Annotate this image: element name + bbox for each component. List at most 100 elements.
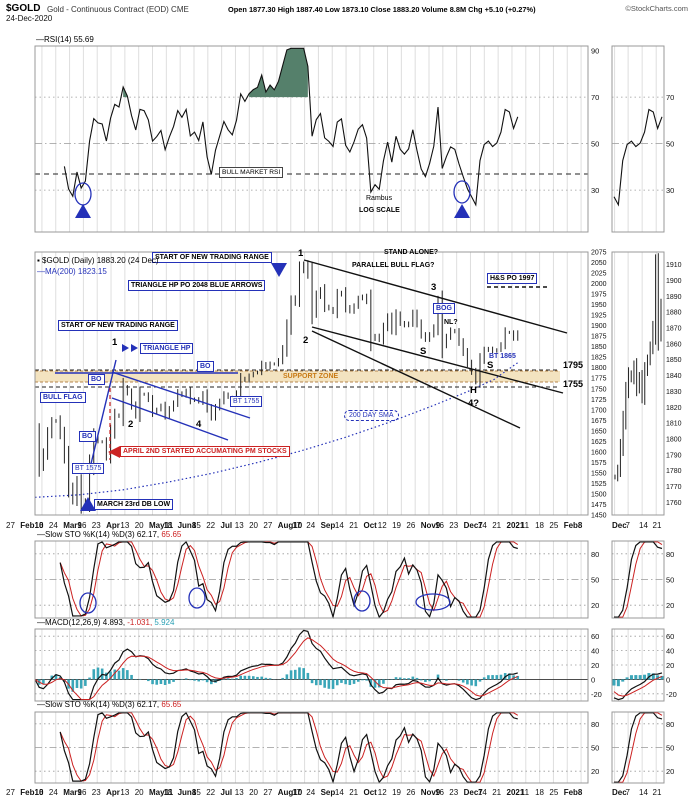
panel-legend: —Slow STO %K(14) %D(3) 62.17, 65.65 [37, 530, 182, 539]
axis-label: 16 [435, 788, 444, 797]
annotation-label: 4? [468, 398, 480, 409]
axis-label: 1850 [666, 357, 682, 364]
annotation-label: H [470, 385, 477, 396]
panel-legend: —Slow STO %K(14) %D(3) 62.17, 65.65 [37, 700, 182, 709]
axis-label: 1830 [666, 389, 682, 396]
axis-label: 18 [163, 788, 172, 797]
axis-label: 24 [49, 788, 58, 797]
axis-label: 20 [666, 767, 674, 776]
axis-label: 23 [449, 521, 458, 530]
axis-label: 1450 [591, 513, 607, 520]
annotation-arrow [271, 263, 287, 277]
axis-label: 1760 [666, 500, 682, 507]
axis-label: 1750 [591, 386, 607, 393]
axis-label: 21 [492, 788, 501, 797]
annotation-shape [311, 330, 521, 429]
annotation-label: 3 [431, 282, 437, 293]
axis-label: 22 [206, 788, 215, 797]
annotation-arrow [131, 344, 138, 352]
axis-label: 1890 [666, 294, 682, 301]
axis-label: 20 [249, 521, 258, 530]
axis-label: 11 [521, 521, 530, 530]
annotation-circle [79, 592, 97, 614]
axis-label: 17 [292, 521, 301, 530]
axis-label: 18 [535, 788, 544, 797]
annotation-label: 200 DAY SMA [344, 410, 399, 421]
annotation-circle [453, 180, 471, 204]
axis-label: 1800 [666, 436, 682, 443]
axis-label: Sep [321, 788, 336, 797]
axis-label: 13 [120, 788, 129, 797]
annotation-label: 2 [128, 419, 134, 430]
panel-border [34, 711, 589, 784]
axis-label: 1600 [591, 449, 607, 456]
axis-label: 20 [135, 521, 144, 530]
axis-label: 0 [591, 675, 595, 684]
axis-label: 60 [591, 632, 599, 641]
axis-label: 2021 [507, 788, 525, 797]
axis-label: Dec [612, 521, 627, 530]
axis-label: 1800 [591, 365, 607, 372]
axis-label: 13 [235, 788, 244, 797]
annotation-shape [311, 326, 564, 394]
axis-label: 1625 [591, 439, 607, 446]
axis-label: 80 [591, 550, 599, 559]
axis-label: 23 [92, 788, 101, 797]
axis-label: 18 [535, 521, 544, 530]
rsi-overbought-fill [249, 48, 308, 98]
annotation-label: Rambus [366, 195, 393, 202]
axis-label: 80 [666, 550, 674, 559]
sto-inset-k [614, 712, 663, 783]
copyright: ©StockCharts.com [625, 4, 688, 13]
axis-label: 50 [591, 140, 599, 149]
axis-label: Dec7 [464, 521, 484, 530]
annotation-label: S [420, 346, 427, 357]
annotation-label: 2 [303, 335, 309, 346]
axis-label: Oct [364, 788, 378, 797]
axis-label: 2000 [591, 281, 607, 288]
annotation-label: TRIANGLE HP [140, 343, 194, 354]
axis-label: 25 [549, 521, 558, 530]
inset-border [611, 628, 665, 702]
annotation-arrow [75, 204, 91, 218]
sto-k-line [59, 540, 518, 620]
axis-label: 50 [666, 576, 674, 585]
support-zone-band [35, 371, 560, 382]
annotation-circle [353, 590, 371, 612]
axis-label: 26 [406, 521, 415, 530]
axis-label: 27 [6, 788, 15, 797]
axis-label: 0 [666, 675, 670, 684]
annotation-label: BULL FLAG [40, 392, 86, 403]
axis-label: 1675 [591, 418, 607, 425]
axis-label: Feb8 [564, 521, 583, 530]
axis-label: 1900 [666, 278, 682, 285]
axis-label: Mar9 [63, 788, 82, 797]
axis-label: 1950 [591, 302, 607, 309]
axis-label: 2025 [591, 271, 607, 278]
axis-label: 1650 [591, 428, 607, 435]
inset-border [611, 540, 665, 619]
axis-label: Aug10 [278, 788, 303, 797]
axis-label: 16 [435, 521, 444, 530]
axis-label: 27 [263, 788, 272, 797]
axis-label: 24 [306, 788, 315, 797]
axis-label: 1780 [666, 468, 682, 475]
axis-label: 24 [49, 521, 58, 530]
annotation-arrow [454, 204, 470, 218]
panel-legend: —RSI(14) 55.69 [36, 35, 94, 44]
axis-label: 18 [35, 521, 44, 530]
axis-label: 1925 [591, 313, 607, 320]
panel-legend: —MA(200) 1823.15 [37, 267, 107, 276]
axis-label: 1875 [591, 334, 607, 341]
axis-label: 20 [591, 601, 599, 610]
axis-label: 2021 [507, 521, 525, 530]
axis-label: -20 [666, 690, 677, 699]
axis-label: 20 [666, 661, 674, 670]
axis-label: 1975 [591, 292, 607, 299]
axis-label: 20 [666, 601, 674, 610]
ma200-line [34, 362, 519, 498]
axis-label: 11 [521, 788, 530, 797]
axis-label: -20 [591, 690, 602, 699]
axis-label: Feb10 [20, 521, 44, 530]
axis-label: 1525 [591, 481, 607, 488]
